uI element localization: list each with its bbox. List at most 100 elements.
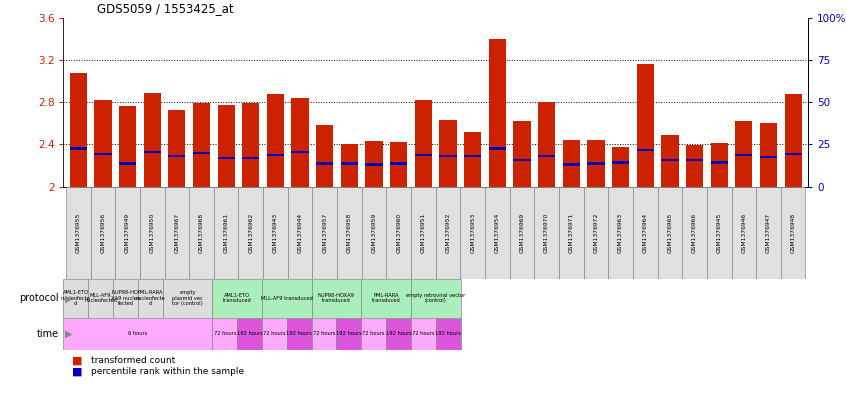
Text: GSM1376944: GSM1376944	[298, 213, 303, 253]
Bar	[292, 151, 309, 153]
Text: GSM1376948: GSM1376948	[791, 213, 795, 253]
Bar	[193, 103, 210, 187]
Text: GSM1376964: GSM1376964	[643, 213, 648, 253]
Text: GSM1376953: GSM1376953	[470, 213, 475, 253]
FancyBboxPatch shape	[162, 279, 212, 318]
Bar	[587, 140, 605, 187]
FancyBboxPatch shape	[361, 279, 411, 318]
Bar	[439, 155, 457, 157]
Text: GSM1376959: GSM1376959	[371, 213, 376, 253]
FancyBboxPatch shape	[485, 187, 509, 279]
Bar	[464, 155, 481, 157]
FancyBboxPatch shape	[682, 187, 707, 279]
Text: ▶: ▶	[65, 293, 73, 303]
Text: 192 hours: 192 hours	[286, 331, 312, 336]
Bar	[316, 162, 333, 165]
Text: NUP98-HO
XA9 nucleo
fected: NUP98-HO XA9 nucleo fected	[111, 290, 140, 306]
FancyBboxPatch shape	[88, 279, 113, 318]
FancyBboxPatch shape	[460, 187, 485, 279]
Bar	[119, 107, 136, 187]
Text: GSM1376971: GSM1376971	[569, 213, 574, 253]
Bar	[784, 94, 802, 187]
FancyBboxPatch shape	[239, 187, 263, 279]
FancyBboxPatch shape	[164, 187, 190, 279]
Text: GSM1376966: GSM1376966	[692, 213, 697, 253]
Text: GSM1376943: GSM1376943	[273, 213, 278, 253]
FancyBboxPatch shape	[311, 279, 361, 318]
FancyBboxPatch shape	[436, 318, 460, 350]
Text: GSM1376961: GSM1376961	[223, 213, 228, 253]
FancyBboxPatch shape	[263, 187, 288, 279]
FancyBboxPatch shape	[411, 279, 460, 318]
FancyBboxPatch shape	[237, 318, 262, 350]
Bar	[686, 145, 703, 187]
FancyBboxPatch shape	[140, 187, 164, 279]
Bar	[563, 140, 580, 187]
FancyBboxPatch shape	[337, 318, 361, 350]
Text: GDS5059 / 1553425_at: GDS5059 / 1553425_at	[97, 2, 233, 15]
Text: empty retroviral vector
(control): empty retroviral vector (control)	[406, 293, 465, 303]
Text: GSM1376969: GSM1376969	[519, 213, 525, 253]
Bar	[514, 121, 530, 187]
FancyBboxPatch shape	[535, 187, 559, 279]
Text: 72 hours: 72 hours	[213, 331, 236, 336]
Bar	[365, 163, 382, 166]
Bar	[217, 157, 235, 159]
FancyBboxPatch shape	[781, 187, 805, 279]
Bar	[538, 155, 555, 157]
Text: GSM1376963: GSM1376963	[618, 213, 623, 253]
Bar	[439, 120, 457, 187]
Bar	[662, 135, 678, 187]
Bar	[168, 110, 185, 187]
FancyBboxPatch shape	[91, 187, 115, 279]
Bar	[662, 159, 678, 162]
FancyBboxPatch shape	[387, 187, 411, 279]
Bar	[266, 154, 284, 156]
Text: GSM1376952: GSM1376952	[446, 213, 451, 253]
FancyBboxPatch shape	[262, 318, 287, 350]
FancyBboxPatch shape	[337, 187, 362, 279]
Text: ■: ■	[72, 355, 82, 365]
Text: GSM1376967: GSM1376967	[174, 213, 179, 253]
Bar	[217, 105, 235, 187]
Text: MLL-AF9 transduced: MLL-AF9 transduced	[261, 296, 313, 301]
Bar	[711, 161, 728, 163]
Bar	[242, 103, 260, 187]
Bar	[612, 147, 629, 187]
Text: GSM1376947: GSM1376947	[766, 213, 771, 253]
Bar	[365, 141, 382, 187]
FancyBboxPatch shape	[115, 187, 140, 279]
Bar	[711, 143, 728, 187]
Bar	[489, 39, 506, 187]
FancyBboxPatch shape	[212, 318, 237, 350]
Text: AML1-ETO
transduced: AML1-ETO transduced	[222, 293, 251, 303]
FancyBboxPatch shape	[559, 187, 584, 279]
FancyBboxPatch shape	[190, 187, 214, 279]
Bar	[69, 73, 87, 187]
Bar	[119, 162, 136, 165]
FancyBboxPatch shape	[509, 187, 535, 279]
Bar	[784, 153, 802, 155]
Text: GSM1376950: GSM1376950	[150, 213, 155, 253]
Text: NUP98-HOXA9
transduced: NUP98-HOXA9 transduced	[318, 293, 355, 303]
FancyBboxPatch shape	[633, 187, 657, 279]
Text: GSM1376945: GSM1376945	[717, 213, 722, 253]
Text: GSM1376965: GSM1376965	[667, 213, 673, 253]
FancyBboxPatch shape	[707, 187, 732, 279]
Bar	[686, 159, 703, 162]
Bar	[636, 64, 654, 187]
FancyBboxPatch shape	[63, 279, 88, 318]
Bar	[415, 154, 432, 156]
FancyBboxPatch shape	[361, 318, 386, 350]
Bar	[292, 98, 309, 187]
Text: MLL-AF9
nucleofected: MLL-AF9 nucleofected	[84, 293, 118, 303]
Bar	[464, 132, 481, 187]
Bar	[760, 156, 777, 158]
Text: empty
plasmid vec
tor (control): empty plasmid vec tor (control)	[172, 290, 203, 306]
Bar	[69, 147, 87, 150]
Bar	[193, 152, 210, 154]
FancyBboxPatch shape	[63, 318, 212, 350]
Bar	[735, 121, 752, 187]
Text: transformed count: transformed count	[91, 356, 175, 365]
Text: 192 hours: 192 hours	[435, 331, 461, 336]
